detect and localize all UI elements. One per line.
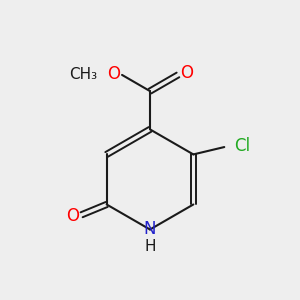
Text: Cl: Cl [235, 137, 251, 155]
Text: N: N [144, 220, 156, 238]
Text: H: H [144, 239, 156, 254]
Text: O: O [180, 64, 193, 82]
Text: O: O [66, 207, 79, 225]
Text: O: O [107, 65, 120, 83]
Text: CH₃: CH₃ [69, 67, 97, 82]
